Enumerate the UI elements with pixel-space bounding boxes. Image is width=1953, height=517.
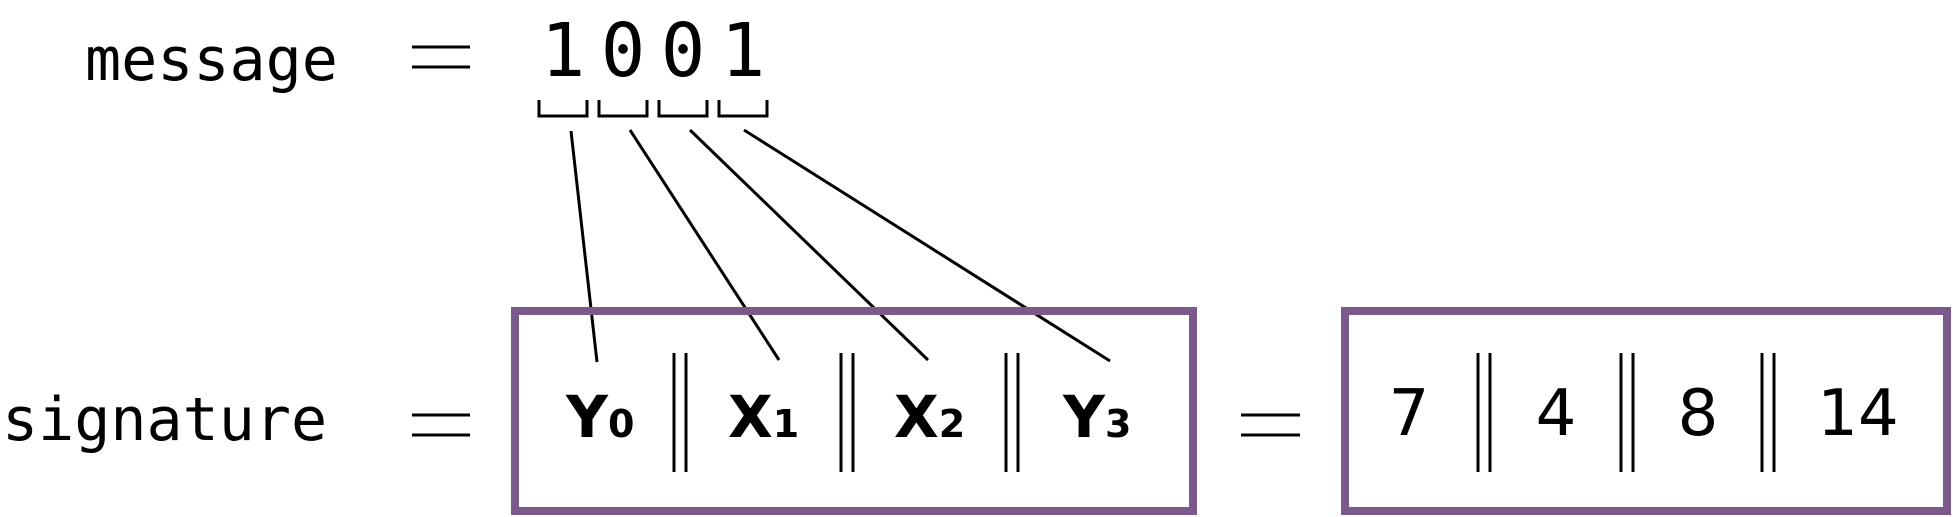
connector-line-1 [628,129,781,361]
signature-part-2: X2 [894,383,965,451]
signature-part-2-letter: X [894,383,939,451]
signature-part-1: X1 [728,383,799,451]
bit-bracket-2 [657,100,709,118]
signature-part-0-sub: 0 [608,402,634,446]
concat-symbol-3 [1004,353,1020,472]
signature-part-3-letter: Y [1062,383,1106,451]
signature-part-3-sub: 3 [1105,402,1131,446]
message-bit-0: 1 [541,8,586,94]
signature-part-0: Y0 [565,383,634,451]
signature-equals-sign [412,413,470,437]
concat-symbol-4 [1476,353,1492,472]
concat-symbol-2 [839,353,855,472]
signature-value-2: 8 [1678,377,1719,451]
signature-part-2-sub: 2 [939,402,965,446]
message-bit-3: 1 [721,8,766,94]
bit-bracket-0 [537,100,589,118]
signature-part-0-letter: Y [565,383,609,451]
values-equals-sign [1241,413,1300,437]
signature-parts-box [511,307,1197,515]
concat-symbol-5 [1619,353,1635,472]
message-equals-sign [412,45,470,69]
concat-symbol-1 [672,353,688,472]
signature-part-1-sub: 1 [773,402,799,446]
message-label: message [85,25,338,95]
message-bit-2: 0 [661,8,706,94]
signature-part-1-letter: X [728,383,773,451]
signature-value-0: 7 [1389,377,1430,451]
message-bit-1: 0 [601,8,646,94]
signature-value-3: 14 [1817,377,1898,451]
connector-line-3 [743,128,1111,363]
signature-part-3: Y3 [1062,383,1131,451]
signature-values-box [1341,307,1951,515]
bit-bracket-1 [597,100,649,118]
connector-line-0 [569,130,599,363]
bit-bracket-3 [717,100,769,118]
signature-value-1: 4 [1536,377,1577,451]
signature-label: signature [2,385,327,455]
connector-line-2 [688,128,930,362]
concat-symbol-6 [1760,353,1776,472]
